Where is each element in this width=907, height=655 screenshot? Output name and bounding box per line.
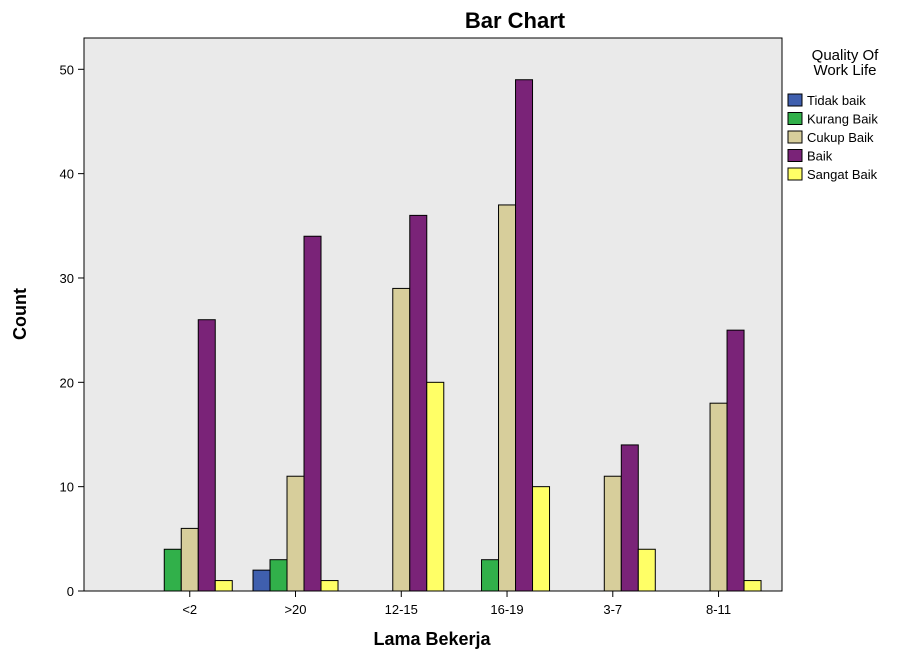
x-tick-label: <2 bbox=[182, 602, 197, 617]
y-axis: 0 10 20 30 40 50 bbox=[60, 38, 85, 599]
x-tick-label: 16-19 bbox=[490, 602, 523, 617]
legend-label: Baik bbox=[807, 149, 833, 164]
bar bbox=[303, 235, 322, 592]
legend-label: Kurang Baik bbox=[807, 112, 878, 127]
legend-title: Work Life bbox=[813, 62, 876, 79]
legend-swatch bbox=[787, 130, 803, 144]
x-tick-label: 3-7 bbox=[603, 602, 622, 617]
bar bbox=[163, 548, 182, 592]
bar bbox=[637, 548, 656, 592]
x-tick-label: 12-15 bbox=[385, 602, 418, 617]
bar bbox=[392, 287, 411, 592]
legend-item: Tidak baik bbox=[787, 93, 866, 108]
x-tick-label: >20 bbox=[284, 602, 306, 617]
bar bbox=[620, 444, 639, 592]
chart-title: Bar Chart bbox=[465, 8, 566, 33]
y-axis-title: Count bbox=[10, 288, 30, 340]
legend-label: Sangat Baik bbox=[807, 167, 878, 182]
x-axis: <2 >20 12-15 16-19 3-7 8-11 bbox=[182, 591, 731, 617]
legend-swatch bbox=[787, 167, 803, 181]
bar bbox=[214, 580, 233, 592]
bar bbox=[709, 402, 728, 592]
bar bbox=[426, 381, 445, 592]
y-tick-label: 30 bbox=[60, 271, 74, 286]
bar bbox=[252, 569, 271, 592]
y-tick-label: 40 bbox=[60, 167, 74, 182]
y-tick-label: 50 bbox=[60, 62, 74, 77]
bar bbox=[743, 580, 762, 592]
legend-item: Kurang Baik bbox=[787, 112, 878, 127]
bar bbox=[269, 559, 288, 592]
legend-swatch bbox=[787, 112, 803, 125]
y-tick-label: 0 bbox=[67, 584, 74, 599]
bar bbox=[603, 475, 622, 592]
y-tick-label: 10 bbox=[60, 480, 74, 495]
bar bbox=[532, 486, 551, 592]
bar bbox=[481, 559, 500, 592]
y-tick-label: 20 bbox=[60, 375, 74, 390]
x-tick-label: 8-11 bbox=[706, 602, 731, 617]
bar bbox=[197, 319, 216, 592]
x-axis-title: Lama Bekerja bbox=[373, 629, 491, 649]
legend-label: Tidak baik bbox=[807, 93, 866, 108]
bar bbox=[498, 204, 517, 592]
bar bbox=[320, 580, 339, 592]
bar bbox=[515, 79, 534, 592]
legend-swatch bbox=[787, 149, 803, 162]
legend-swatch bbox=[787, 93, 803, 107]
bar bbox=[726, 329, 745, 592]
bars-layer bbox=[163, 79, 762, 592]
legend-label: Cukup Baik bbox=[807, 130, 874, 145]
legend-item: Sangat Baik bbox=[787, 167, 878, 182]
bar bbox=[180, 527, 199, 592]
legend-item: Cukup Baik bbox=[787, 130, 874, 145]
legend-item: Baik bbox=[787, 149, 833, 164]
bar bbox=[409, 214, 428, 592]
legend-title: Quality Of bbox=[812, 47, 880, 64]
bar bbox=[286, 475, 305, 592]
